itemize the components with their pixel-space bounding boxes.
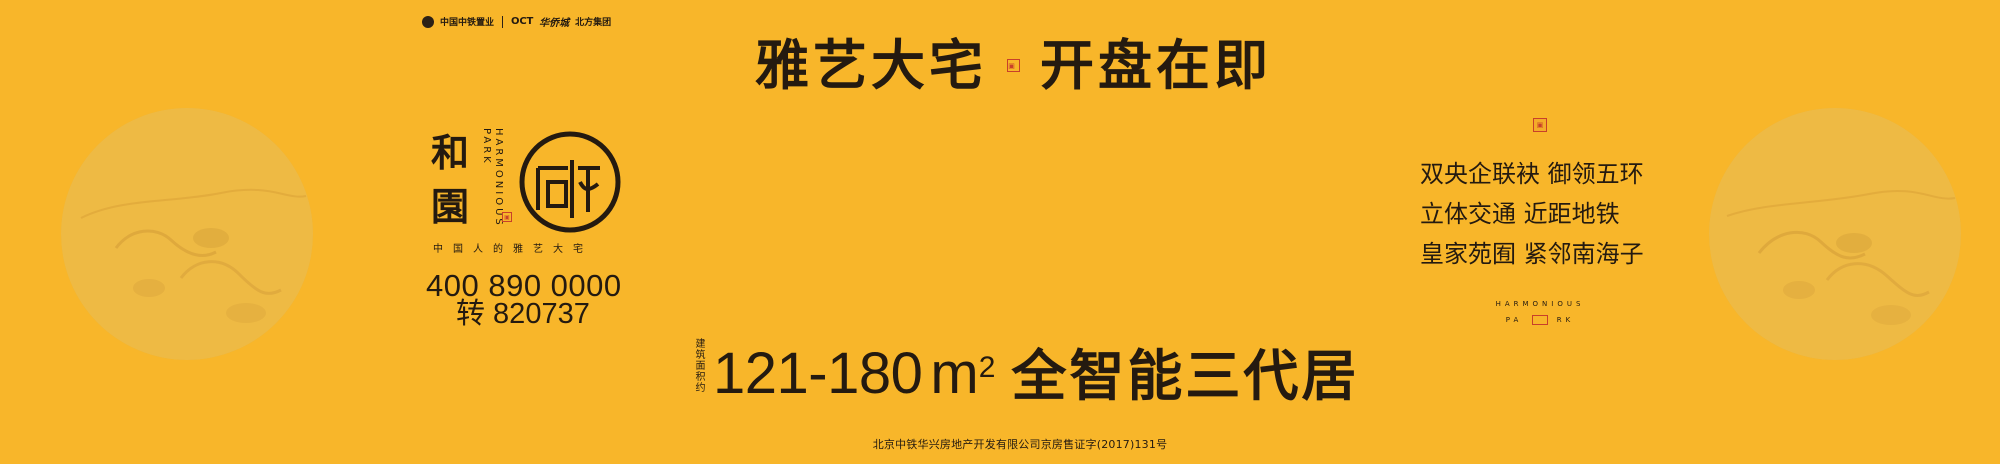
brand-english-vertical: HARMONIOUS PARK bbox=[480, 128, 504, 228]
brand-english-line-1: HARMONIOUS bbox=[493, 128, 504, 228]
crcc-logo-icon bbox=[422, 15, 434, 28]
brand-seal-icon: ▣ bbox=[502, 212, 512, 222]
logo-huaqiaocheng-text: 华侨城 bbox=[539, 18, 570, 29]
features-seal-icon: ▣ bbox=[1533, 118, 1547, 132]
left-decorative-painting bbox=[61, 108, 313, 360]
license-text: 北京中铁华兴房地产开发有限公司京房售证字(2017)131号 bbox=[872, 438, 1168, 451]
developer-logos: 中国中铁置业 OCT 华侨城 北方集团 bbox=[422, 14, 611, 29]
brand-name-char-2: 園 bbox=[430, 184, 469, 229]
features-english-line-1: HARMONIOUS bbox=[1495, 300, 1585, 308]
feature-item: 双央企联袂 御领五环 bbox=[1420, 160, 1644, 188]
horse-painting-right-icon bbox=[1709, 108, 1961, 360]
feature-item: 皇家苑囿 紧邻南海子 bbox=[1420, 240, 1644, 268]
headline-right: 开盘在即 bbox=[1040, 33, 1272, 97]
brand-circle-logo-icon bbox=[519, 131, 621, 233]
feature-list: 双央企联袂 御领五环 立体交通 近距地铁 皇家苑囿 紧邻南海子 bbox=[1420, 154, 1665, 274]
logo-crcc-text: 中国中铁置业 bbox=[440, 18, 495, 28]
area-range: 121-180 bbox=[713, 341, 923, 406]
phone-number-main: 400 890 0000 bbox=[426, 268, 622, 303]
brand-block: 和 園 HARMONIOUS PARK ▣ 中国人的雅艺大宅 bbox=[424, 118, 626, 258]
brand-slogan: 中国人的雅艺大宅 bbox=[433, 244, 593, 255]
horse-painting-left-icon bbox=[61, 108, 313, 360]
area-label: 建筑面积约 bbox=[693, 338, 704, 393]
brand-name-char-1: 和 bbox=[430, 130, 469, 175]
phone-number-extension: 转 820737 bbox=[456, 298, 590, 330]
brand-chinese-name: 和 園 bbox=[428, 126, 472, 234]
red-seal-icon: ▣ bbox=[1007, 58, 1020, 72]
residence-title: 全智能三代居 bbox=[1011, 343, 1360, 408]
logo-divider bbox=[502, 15, 504, 28]
features-english-left: PA bbox=[1505, 316, 1523, 324]
area-unit-base: m bbox=[930, 341, 979, 406]
main-headline: 雅艺大宅 ▣ 开盘在即 bbox=[755, 38, 1272, 92]
features-english-mark: HARMONIOUS PA RK bbox=[1490, 296, 1590, 328]
brand-english-line-2: PARK bbox=[481, 128, 492, 166]
feature-item: 立体交通 近距地铁 bbox=[1420, 200, 1620, 228]
area-unit-superscript: 2 bbox=[978, 351, 996, 384]
area-unit: m2 bbox=[930, 345, 995, 403]
features-english-right: RK bbox=[1556, 316, 1575, 324]
bottom-main-message: 建筑面积约 121-180 m2 全智能三代居 bbox=[693, 338, 1359, 403]
headline-left: 雅艺大宅 bbox=[755, 33, 987, 97]
mini-seal-icon bbox=[1531, 315, 1548, 325]
logo-oct-text: OCT bbox=[511, 16, 534, 27]
features-english-line-2: PA RK bbox=[1490, 312, 1590, 328]
right-decorative-painting bbox=[1709, 108, 1961, 360]
logo-north-group-text: 北方集团 bbox=[575, 18, 612, 28]
